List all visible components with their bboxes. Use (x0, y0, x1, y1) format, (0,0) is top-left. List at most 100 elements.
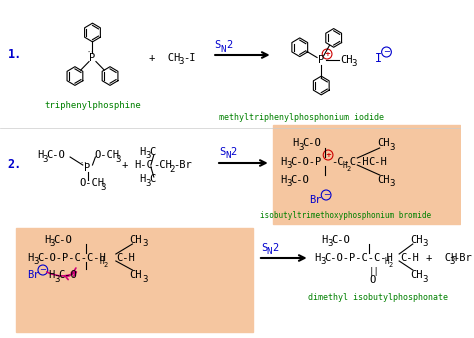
Text: P: P (90, 53, 96, 63)
FancyArrowPatch shape (65, 268, 76, 280)
Text: 3: 3 (286, 162, 292, 170)
Text: C-O-P-C-C-H: C-O-P-C-C-H (37, 253, 106, 263)
Text: 2: 2 (231, 147, 237, 157)
Text: 3: 3 (100, 183, 106, 192)
Text: 1.: 1. (8, 48, 22, 62)
Text: 3: 3 (351, 59, 357, 69)
Text: N: N (225, 151, 230, 161)
Text: CH: CH (377, 175, 389, 185)
Text: H: H (321, 235, 328, 245)
Text: H: H (384, 258, 389, 266)
Text: 3: 3 (298, 143, 303, 151)
Text: C-O: C-O (302, 138, 320, 148)
Text: ··: ·· (86, 50, 95, 56)
Text: 2.: 2. (8, 159, 22, 171)
Text: −: − (383, 48, 390, 56)
Text: 3: 3 (55, 274, 60, 284)
Text: I: I (375, 51, 382, 65)
Text: Br: Br (310, 195, 322, 205)
Text: +  CH: + CH (149, 53, 180, 63)
Text: 3: 3 (33, 258, 38, 266)
Text: O-CH: O-CH (80, 178, 105, 188)
Text: S: S (261, 243, 267, 253)
Text: 3: 3 (145, 178, 150, 188)
Text: P: P (84, 163, 91, 173)
Text: 3: 3 (43, 154, 48, 164)
Text: −: − (323, 191, 329, 199)
Text: 3: 3 (50, 240, 55, 248)
Text: -Br: -Br (173, 160, 192, 170)
Text: CH: CH (340, 55, 352, 65)
Text: 3: 3 (178, 57, 183, 67)
Text: CH: CH (410, 270, 422, 280)
Text: 2: 2 (103, 262, 108, 268)
Text: 2: 2 (169, 165, 175, 173)
Text: P: P (318, 55, 324, 65)
Text: C-O: C-O (58, 270, 77, 280)
Text: -I: -I (183, 53, 195, 63)
Text: +: + (325, 152, 331, 158)
Text: S: S (214, 40, 220, 50)
Text: C-O: C-O (290, 175, 309, 185)
Text: triphenylphosphine: triphenylphosphine (44, 100, 141, 110)
Text: H: H (314, 253, 321, 263)
Text: C: C (149, 147, 155, 157)
Text: CH: CH (129, 235, 142, 245)
Text: C-O: C-O (331, 235, 350, 245)
Text: H: H (139, 174, 146, 184)
Text: 3: 3 (320, 258, 326, 266)
Text: +  CH: + CH (427, 253, 458, 263)
Text: C-H: C-H (368, 157, 387, 167)
Text: +: + (324, 51, 330, 57)
Text: C-O-P-C-C-H: C-O-P-C-C-H (324, 253, 393, 263)
Text: C-O-P: C-O-P (290, 157, 321, 167)
Text: H: H (281, 157, 287, 167)
FancyBboxPatch shape (16, 228, 253, 332)
Text: C-O: C-O (47, 150, 65, 160)
Text: 3: 3 (390, 179, 395, 189)
Text: methyltriphenylphosphonium iodide: methyltriphenylphosphonium iodide (219, 114, 384, 122)
Text: H: H (139, 147, 146, 157)
Text: CH: CH (410, 235, 422, 245)
FancyArrowPatch shape (47, 272, 76, 276)
Text: -Br: -Br (454, 253, 473, 263)
Text: H: H (281, 175, 287, 185)
Text: C: C (149, 174, 155, 184)
Text: 3: 3 (286, 179, 292, 189)
Text: 2: 2 (226, 40, 232, 50)
Text: ··: ·· (80, 161, 88, 167)
Text: +: + (122, 160, 128, 170)
Text: H: H (27, 253, 34, 263)
Text: dimethyl isobutylphosphonate: dimethyl isobutylphosphonate (308, 293, 448, 303)
Text: 3: 3 (145, 151, 150, 161)
Text: C-H: C-H (400, 253, 419, 263)
Text: 3: 3 (115, 154, 120, 164)
Text: 3: 3 (450, 258, 455, 266)
Text: O-CH: O-CH (94, 150, 119, 160)
Text: C-H: C-H (116, 253, 135, 263)
Text: 3: 3 (142, 274, 147, 284)
Text: C-O: C-O (54, 235, 73, 245)
Text: 2: 2 (388, 262, 392, 268)
Text: CH: CH (129, 270, 142, 280)
Text: H: H (292, 138, 298, 148)
Text: -C-C-H: -C-C-H (331, 157, 368, 167)
FancyBboxPatch shape (273, 125, 459, 224)
Text: H-C: H-C (134, 160, 153, 170)
Text: N: N (267, 247, 272, 257)
Text: H: H (99, 258, 104, 266)
Text: isobutyltrimethoxyphosphonium bromide: isobutyltrimethoxyphosphonium bromide (260, 212, 431, 220)
Text: H: H (343, 162, 347, 170)
Text: H: H (49, 270, 55, 280)
Text: N: N (220, 45, 226, 53)
Text: 3: 3 (422, 274, 428, 284)
Text: −: − (39, 266, 46, 274)
Text: H: H (37, 150, 43, 160)
Text: Br: Br (27, 270, 40, 280)
Text: ||: || (369, 267, 380, 276)
Text: S: S (219, 147, 225, 157)
Text: 2: 2 (346, 166, 351, 172)
Text: 3: 3 (142, 240, 147, 248)
Text: 3: 3 (422, 240, 428, 248)
Text: -CH: -CH (153, 160, 172, 170)
